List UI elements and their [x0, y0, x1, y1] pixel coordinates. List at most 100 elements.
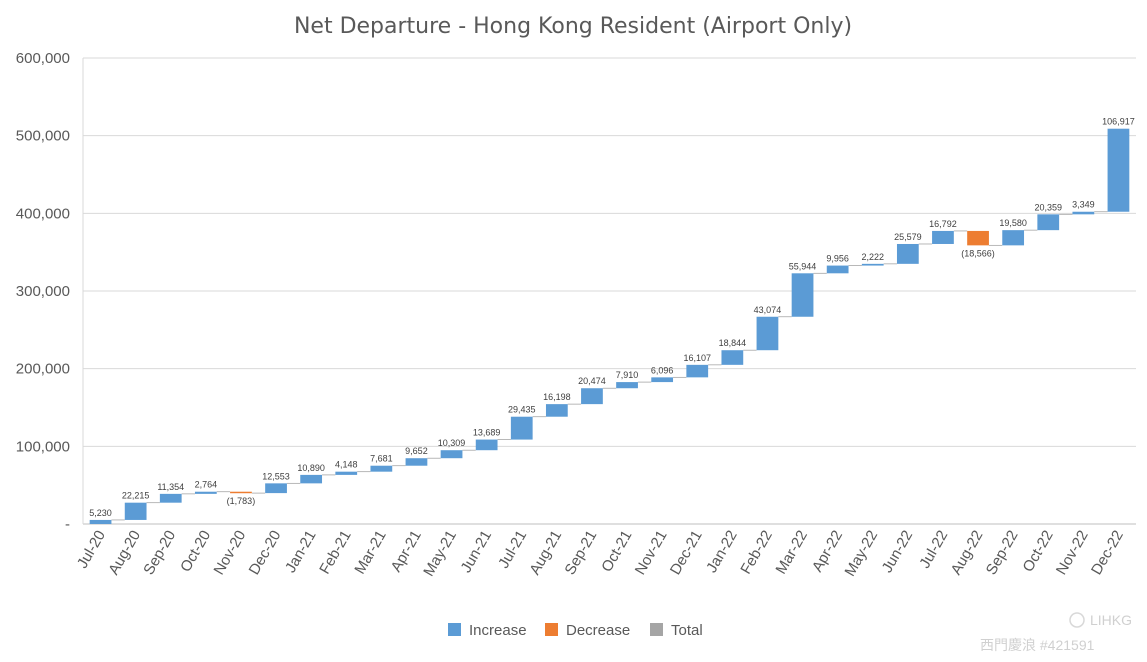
data-label: 25,579 [894, 232, 922, 242]
data-label: 3,349 [1072, 200, 1095, 210]
x-tick-label: Sep-20 [140, 528, 179, 578]
data-label: 6,096 [651, 365, 674, 375]
x-tick-label: Apr-21 [388, 528, 425, 575]
data-label: 19,580 [999, 218, 1027, 228]
bar-Oct-20 [194, 491, 217, 494]
data-label: 55,944 [789, 261, 817, 271]
data-label: 10,309 [438, 438, 466, 448]
data-label: 9,652 [405, 446, 428, 456]
x-tick-label: Sep-22 [983, 528, 1022, 578]
data-label: 13,689 [473, 428, 501, 438]
connector-lines [111, 211, 1108, 521]
bar-Oct-22 [1037, 214, 1060, 231]
bar-Dec-22 [1107, 128, 1130, 212]
data-label: 22,215 [122, 491, 150, 501]
x-tick-label: Jul-20 [74, 528, 109, 572]
legend-label: Decrease [566, 622, 630, 639]
x-axis: Jul-20Aug-20Sep-20Oct-20Nov-20Dec-20Jan-… [74, 528, 1127, 580]
x-tick-label: Nov-20 [211, 528, 250, 578]
data-label: 7,681 [370, 454, 393, 464]
data-label: 20,474 [578, 376, 606, 386]
lihkg-logo-icon [1069, 612, 1085, 628]
data-label: 43,074 [754, 305, 782, 315]
data-label: 16,792 [929, 219, 957, 229]
y-tick-label: 600,000 [16, 50, 70, 67]
x-tick-label: Sep-21 [562, 528, 601, 578]
bar-Apr-22 [826, 265, 849, 274]
bar-Mar-22 [791, 273, 814, 317]
y-tick-label: - [65, 516, 70, 533]
x-tick-label: Oct-22 [1019, 528, 1056, 575]
bar-Oct-21 [616, 382, 638, 389]
data-label: 18,844 [719, 338, 747, 348]
x-tick-label: Mar-22 [773, 528, 811, 578]
data-label: (1,783) [227, 496, 256, 506]
bar-Jan-22 [721, 350, 744, 365]
x-tick-label: May-21 [420, 528, 460, 580]
legend-swatch [545, 623, 558, 636]
watermark: LIHKG 西門慶浪 #421591 [980, 612, 1132, 653]
x-tick-label: Jan-21 [282, 528, 320, 576]
x-tick-label: Jul-21 [495, 528, 530, 572]
bar-Nov-21 [651, 377, 674, 383]
x-tick-label: Jun-22 [879, 528, 917, 576]
bar-Feb-22 [756, 316, 779, 351]
bar-Aug-21 [545, 404, 568, 417]
x-tick-label: Dec-20 [246, 528, 285, 578]
bar-Jun-22 [896, 243, 919, 264]
legend-label: Total [671, 622, 703, 639]
x-tick-label: Dec-21 [667, 528, 706, 578]
x-tick-label: Aug-21 [526, 528, 565, 578]
data-label: 20,359 [1034, 202, 1062, 212]
x-tick-label: Aug-22 [948, 528, 987, 578]
bar-Aug-22 [967, 230, 989, 246]
x-tick-label: Apr-22 [809, 528, 846, 575]
bar-Jul-21 [510, 416, 533, 440]
data-label: 29,435 [508, 405, 536, 415]
y-tick-label: 500,000 [16, 128, 70, 145]
data-label: 11,354 [157, 482, 184, 492]
data-label: (18,566) [961, 248, 995, 258]
bar-Dec-21 [686, 364, 709, 378]
bars [89, 128, 1130, 524]
bar-Mar-21 [370, 465, 393, 472]
bar-Jul-22 [932, 230, 954, 244]
x-tick-label: Oct-20 [177, 528, 214, 575]
gridlines [83, 57, 1136, 525]
x-tick-label: Nov-22 [1053, 528, 1092, 578]
bar-Jul-20 [89, 519, 112, 524]
data-label: 5,230 [89, 508, 112, 518]
y-tick-label: 200,000 [16, 361, 70, 378]
data-labels: 5,230 22,215 11,354 2,764 (1,783) 12,553 10,89… [89, 117, 1134, 518]
y-axis: - 100,000 200,000 300,000 400,000 500,000 600,… [16, 50, 84, 533]
x-tick-label: Jan-22 [703, 528, 741, 576]
x-tick-label: Mar-21 [351, 528, 389, 578]
data-label: 12,553 [262, 471, 290, 481]
bar-May-22 [861, 263, 884, 266]
legend-swatch [650, 623, 663, 636]
bar-Nov-20 [230, 491, 252, 494]
x-tick-label: Nov-21 [632, 528, 671, 578]
legend-label: Increase [469, 622, 527, 639]
data-label: 4,148 [335, 460, 358, 470]
data-label: 106,917 [1102, 117, 1135, 127]
x-tick-label: Aug-20 [105, 528, 144, 578]
bar-Sep-20 [159, 493, 182, 503]
watermark-id: 西門慶浪 #421591 [980, 637, 1095, 653]
watermark-brand: LIHKG [1090, 612, 1132, 628]
y-tick-label: 100,000 [16, 438, 70, 455]
x-tick-label: May-22 [841, 528, 881, 580]
bar-Sep-22 [1002, 230, 1025, 246]
x-tick-label: Jul-22 [916, 528, 951, 572]
data-label: 10,890 [297, 463, 325, 473]
data-label: 16,107 [683, 353, 711, 363]
x-tick-label: Feb-22 [737, 528, 775, 578]
y-tick-label: 400,000 [16, 205, 70, 222]
data-label: 2,764 [195, 480, 218, 490]
bar-Nov-22 [1072, 211, 1095, 215]
bar-Sep-21 [581, 388, 603, 405]
bar-Jan-21 [300, 474, 323, 484]
legend-swatch [448, 623, 461, 636]
bar-Jun-21 [475, 439, 498, 451]
